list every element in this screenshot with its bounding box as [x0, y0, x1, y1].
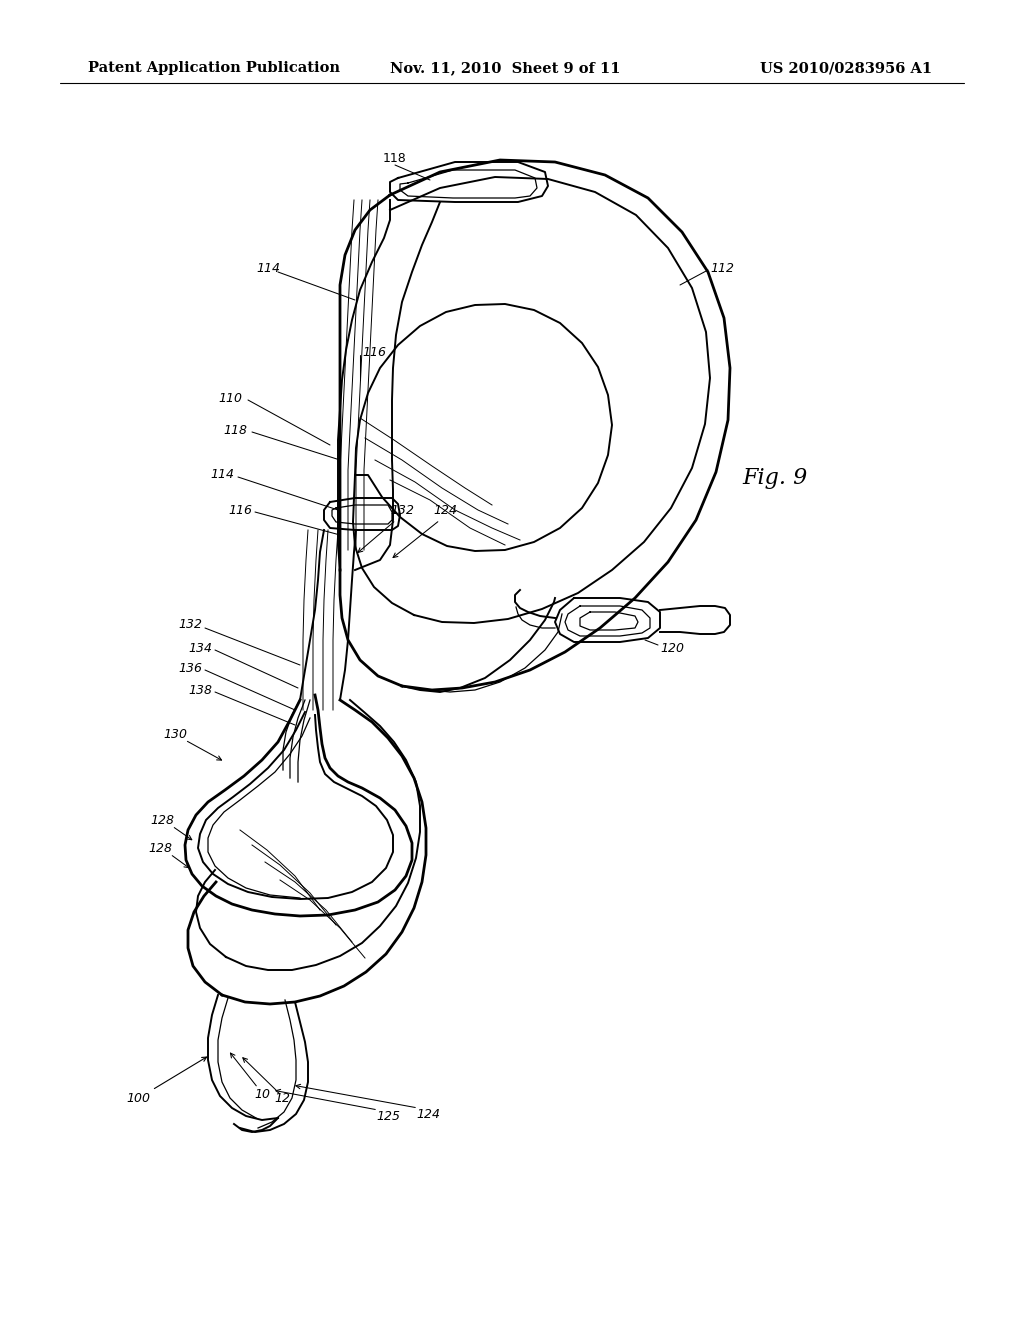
Text: 128: 128	[150, 813, 174, 826]
Text: 120: 120	[660, 642, 684, 655]
Text: 134: 134	[188, 642, 212, 655]
Text: US 2010/0283956 A1: US 2010/0283956 A1	[760, 61, 932, 75]
Text: 125: 125	[376, 1110, 400, 1122]
Text: 124: 124	[433, 503, 457, 516]
Text: 10: 10	[254, 1088, 270, 1101]
Text: 114: 114	[256, 261, 280, 275]
Text: 132: 132	[178, 619, 202, 631]
Text: 136: 136	[178, 661, 202, 675]
Text: Nov. 11, 2010  Sheet 9 of 11: Nov. 11, 2010 Sheet 9 of 11	[390, 61, 621, 75]
Text: 116: 116	[228, 503, 252, 516]
Text: Fig. 9: Fig. 9	[742, 467, 807, 488]
Text: 112: 112	[710, 261, 734, 275]
Text: 114: 114	[210, 469, 234, 482]
Text: 124: 124	[416, 1107, 440, 1121]
Text: 118: 118	[223, 424, 247, 437]
Text: 12: 12	[274, 1092, 290, 1105]
Text: 110: 110	[218, 392, 242, 404]
Text: 138: 138	[188, 684, 212, 697]
Text: Patent Application Publication: Patent Application Publication	[88, 61, 340, 75]
Text: 130: 130	[163, 729, 187, 742]
Text: 118: 118	[383, 152, 407, 165]
Text: 116: 116	[362, 346, 386, 359]
Text: 128: 128	[148, 842, 172, 854]
Text: 132: 132	[390, 503, 414, 516]
Text: 100: 100	[126, 1092, 150, 1105]
